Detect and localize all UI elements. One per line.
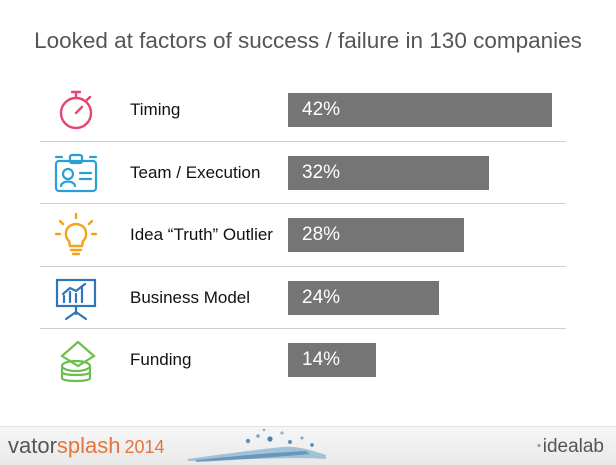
category-label: Idea “Truth” Outlier xyxy=(130,225,273,244)
presentation-chart-icon xyxy=(52,274,100,322)
bar-funding xyxy=(288,343,376,377)
stopwatch-icon xyxy=(52,86,100,134)
idealab-logo: ·idealab xyxy=(536,436,604,457)
bar-timing xyxy=(288,93,552,127)
footer-banner: vatorsplash 2014 ·idealab xyxy=(0,426,616,465)
water-splash-graphic xyxy=(188,428,326,462)
money-stack-icon xyxy=(52,336,100,384)
category-label: Team / Execution xyxy=(130,162,261,182)
bar-business-model xyxy=(288,280,439,315)
category-label: Timing xyxy=(130,100,181,119)
bar-row-business-model: Business Model 24% xyxy=(40,268,566,328)
value-label: 42% xyxy=(302,99,341,120)
bar-idea-truth-outlier xyxy=(288,218,464,252)
chart-title: Looked at factors of success / failure i… xyxy=(34,28,582,53)
row-divider xyxy=(40,328,566,329)
bar-row-funding: Funding 14% xyxy=(40,330,566,390)
id-badge-icon xyxy=(52,149,100,197)
bar-row-team-execution: Team / Execution 32% xyxy=(40,143,566,203)
value-label: 24% xyxy=(302,286,341,308)
row-divider xyxy=(40,140,566,142)
vatorsplash-logo: vatorsplash 2014 xyxy=(8,433,165,458)
bar-team-execution xyxy=(288,155,490,190)
category-label: Funding xyxy=(130,350,192,369)
lightbulb-icon xyxy=(52,211,100,259)
bar-row-idea-truth-outlier: Idea “Truth” Outlier 28% xyxy=(40,205,566,265)
value-label: 14% xyxy=(302,349,341,370)
row-divider xyxy=(40,265,566,267)
category-label: Business Model xyxy=(130,287,251,307)
value-label: 32% xyxy=(302,161,341,183)
value-label: 28% xyxy=(302,224,341,245)
bar-row-timing: Timing 42% xyxy=(40,80,566,140)
row-divider xyxy=(40,203,566,204)
